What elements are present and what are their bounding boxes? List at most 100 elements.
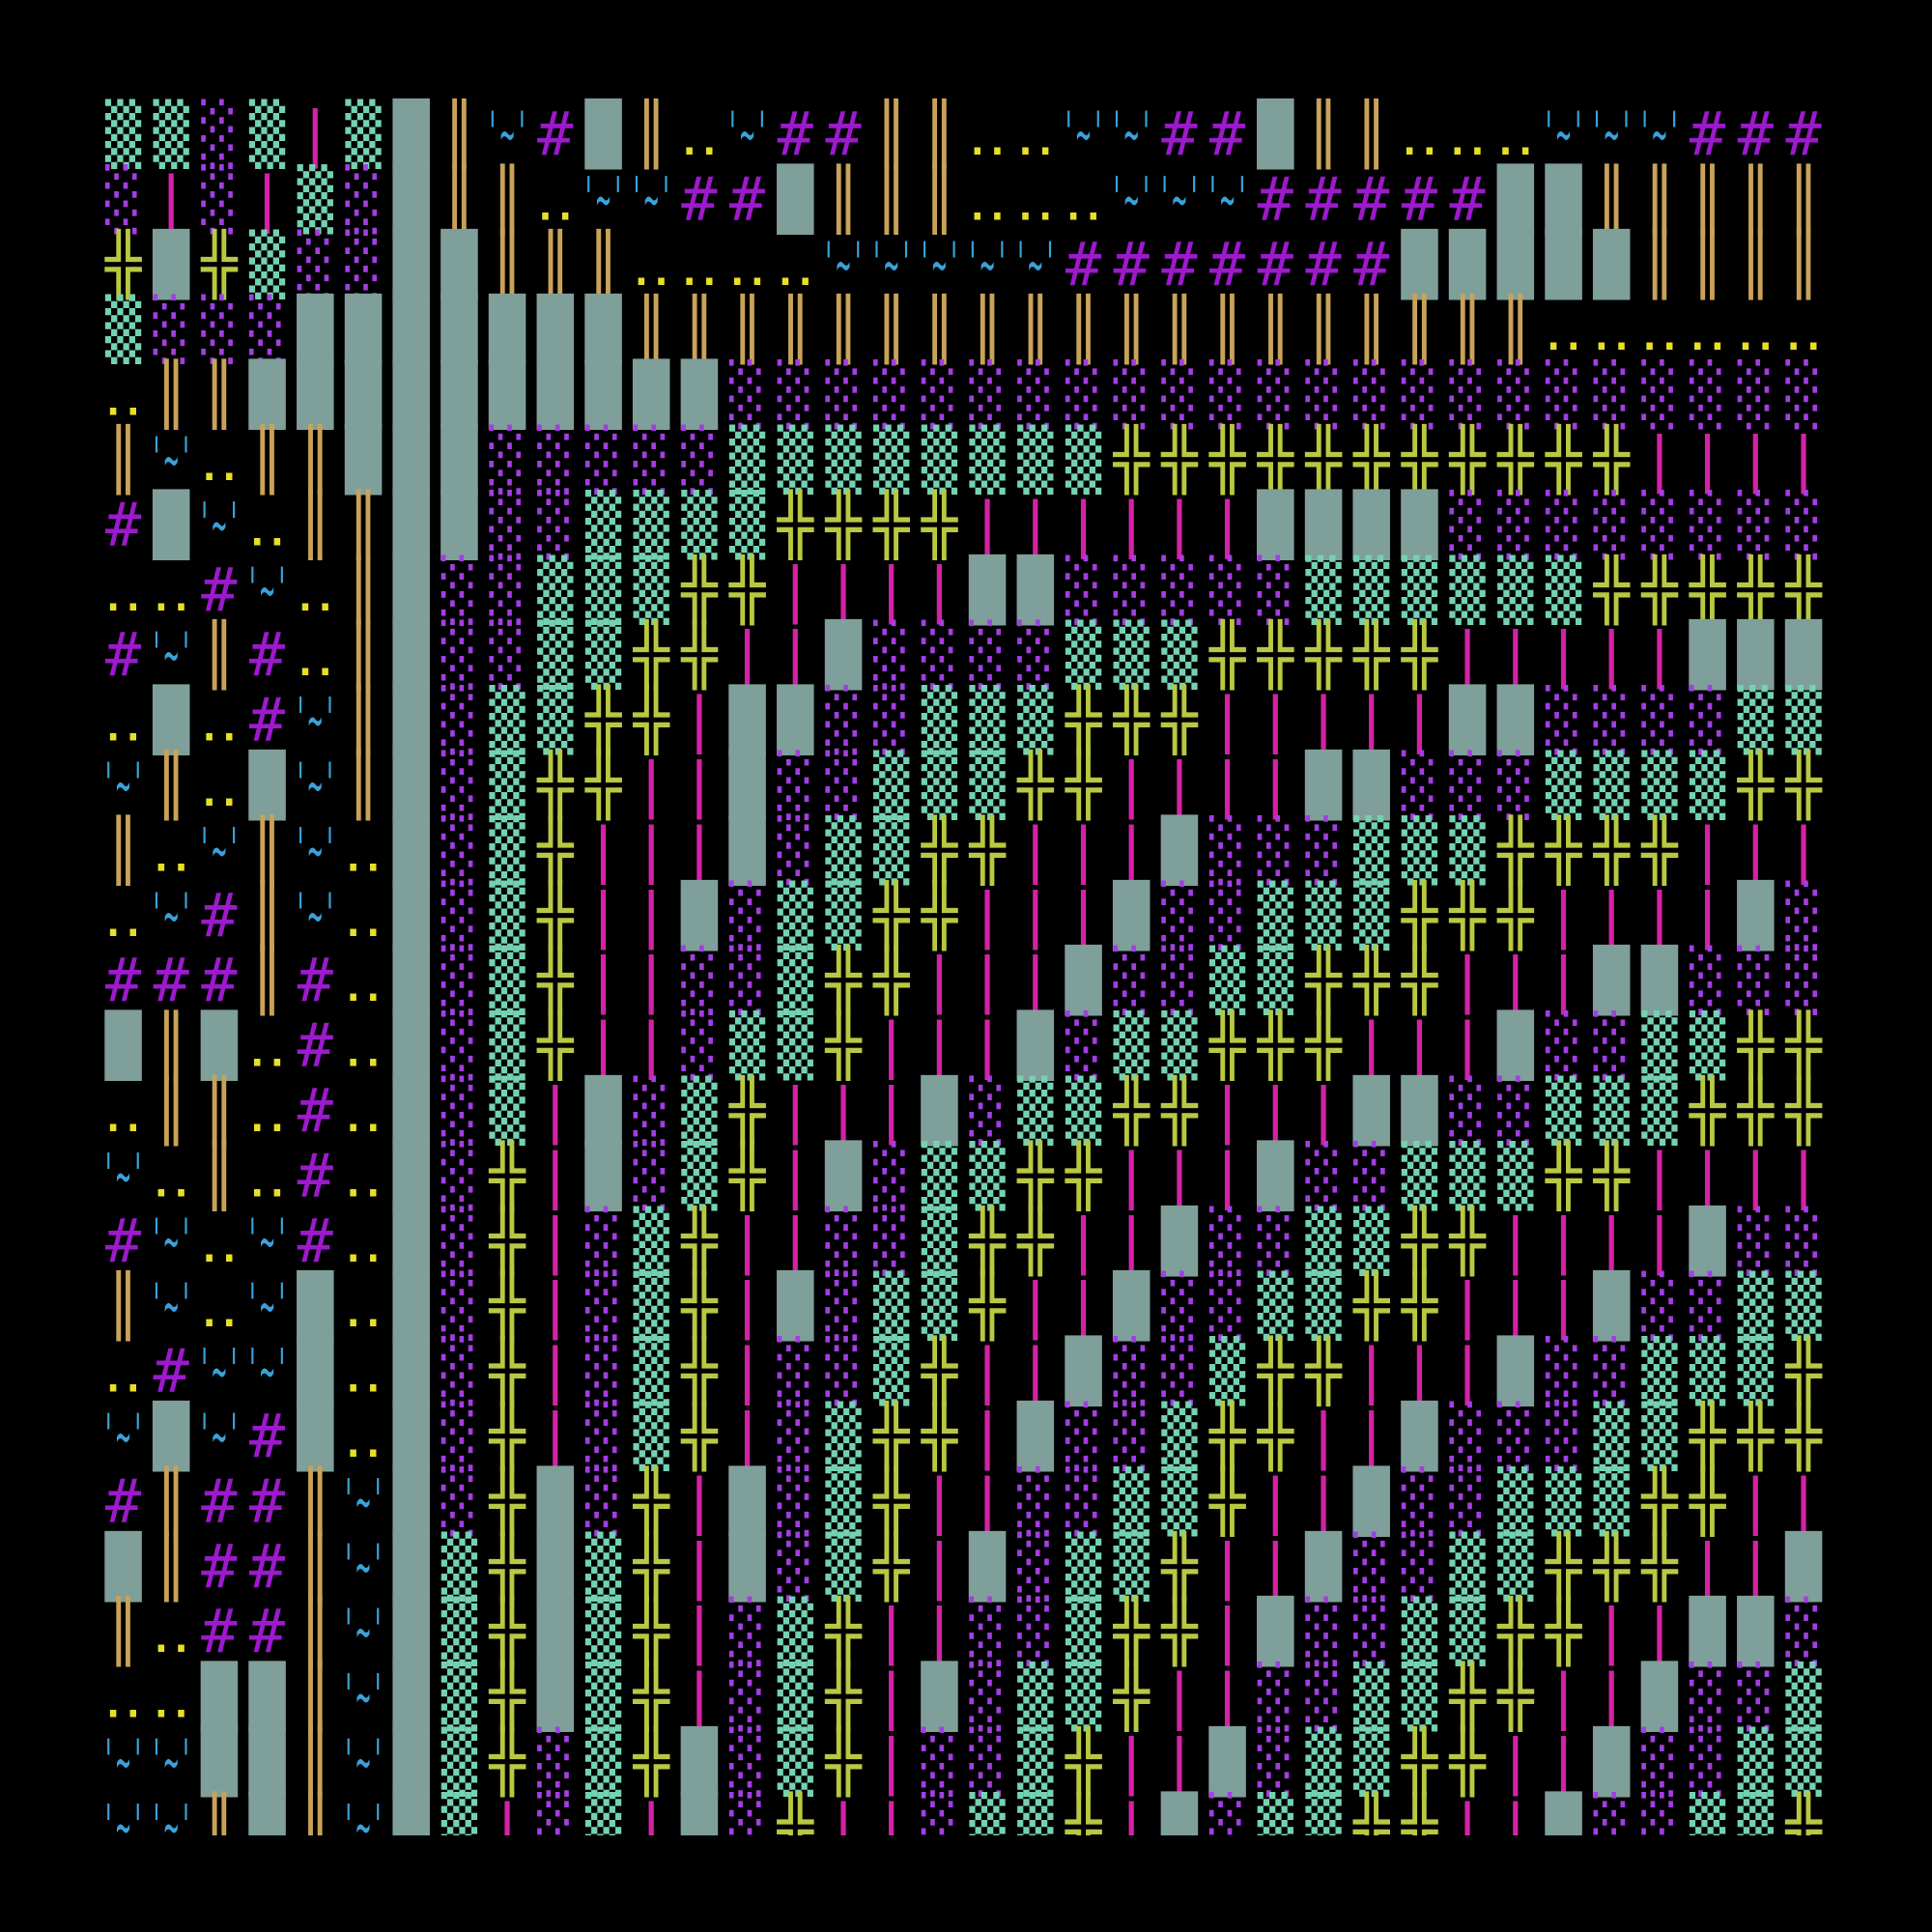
glyph-cell: ║ <box>634 293 669 365</box>
glyph-cell: ░ <box>1594 359 1630 430</box>
glyph-cell: | <box>298 99 333 170</box>
glyph-cell: █ <box>392 618 430 691</box>
glyph-cell: ▒ <box>1546 750 1582 820</box>
glyph-cell: █ <box>1016 1400 1054 1472</box>
glyph-cell: █ <box>680 1725 718 1798</box>
glyph-cell: ║ <box>1449 293 1485 365</box>
glyph-cell: █ <box>1689 1595 1726 1667</box>
glyph-cell: ▒ <box>585 619 622 690</box>
glyph-cell: █ <box>1257 98 1294 170</box>
glyph-cell: █ <box>1496 684 1534 756</box>
glyph-cell: ▒ <box>537 554 574 625</box>
glyph-cell: '~' <box>821 229 866 299</box>
glyph-cell: ░ <box>1690 1662 1725 1732</box>
glyph-cell: ║ <box>969 293 1005 365</box>
glyph-cell: ░ <box>441 945 477 1015</box>
glyph-cell: ▒ <box>1017 1662 1054 1732</box>
glyph-cell: ░ <box>1017 1531 1053 1602</box>
glyph-cell: ▒ <box>1449 1140 1486 1210</box>
glyph-cell: | <box>1546 619 1581 691</box>
glyph-cell: ▒ <box>1065 619 1102 690</box>
glyph-cell: | <box>1785 424 1821 496</box>
glyph-cell: ╬ <box>1401 1269 1438 1342</box>
glyph-cell: ‥ <box>199 685 239 755</box>
glyph-cell: # <box>298 1010 334 1081</box>
glyph-cell: ‥ <box>1736 294 1776 364</box>
glyph-cell: ░ <box>1161 945 1197 1015</box>
glyph-cell: ▒ <box>1161 1465 1198 1536</box>
glyph-cell: █ <box>1016 554 1054 626</box>
glyph-cell: █ <box>200 1725 238 1798</box>
glyph-cell: ░ <box>969 1662 1005 1732</box>
glyph-cell: █ <box>297 1269 334 1342</box>
glyph-cell: ░ <box>1402 359 1437 430</box>
glyph-cell: | <box>1449 1791 1485 1862</box>
glyph-cell: ‥ <box>343 1401 383 1471</box>
glyph-cell: █ <box>392 1790 430 1862</box>
glyph-cell: ░ <box>201 163 237 234</box>
glyph-cell: | <box>634 814 669 886</box>
glyph-cell: ╬ <box>1784 554 1822 626</box>
glyph-cell: █ <box>488 293 526 365</box>
glyph-cell: ║ <box>1353 98 1389 170</box>
glyph-cell: ▒ <box>1402 554 1438 625</box>
glyph-cell: ▒ <box>1402 1662 1438 1732</box>
glyph-cell: ▒ <box>1594 750 1631 820</box>
glyph-cell: ╬ <box>728 1074 766 1147</box>
glyph-cell: ╬ <box>968 1205 1006 1277</box>
glyph-cell: █ <box>392 749 430 821</box>
glyph-cell: ╬ <box>1737 554 1775 626</box>
glyph-cell: ║ <box>201 1139 237 1211</box>
glyph-cell: ░ <box>1641 685 1677 755</box>
glyph-cell: ░ <box>298 229 333 299</box>
glyph-cell: '~' <box>1062 99 1106 169</box>
glyph-cell: # <box>1353 163 1390 234</box>
glyph-cell: ░ <box>1594 1336 1630 1406</box>
glyph-cell: ▒ <box>1738 1270 1775 1341</box>
glyph-cell: | <box>537 1075 573 1147</box>
glyph-cell: █ <box>777 162 814 235</box>
glyph-cell: ░ <box>1305 814 1341 885</box>
glyph-cell: ║ <box>922 98 957 170</box>
glyph-cell: ‥ <box>296 619 335 690</box>
glyph-cell: | <box>681 1465 717 1537</box>
glyph-cell: █ <box>1257 1595 1294 1667</box>
glyph-cell: ╬ <box>1160 423 1198 496</box>
glyph-cell: ╬ <box>488 1464 526 1537</box>
glyph-cell: ║ <box>585 228 621 300</box>
glyph-cell: | <box>969 880 1005 952</box>
glyph-cell: ░ <box>1594 1791 1630 1861</box>
glyph-cell: ╬ <box>872 944 910 1016</box>
glyph-cell: | <box>873 1791 909 1862</box>
glyph-cell: ╬ <box>1160 684 1198 756</box>
glyph-cell: ░ <box>825 1270 861 1341</box>
glyph-cell: '~' <box>101 1726 146 1797</box>
glyph-cell: | <box>1065 1270 1101 1342</box>
glyph-cell: ╬ <box>1448 1661 1486 1733</box>
glyph-cell: | <box>1738 814 1774 886</box>
glyph-cell: ╬ <box>824 488 862 560</box>
glyph-cell: | <box>537 1206 573 1277</box>
glyph-cell: ╬ <box>872 1464 910 1537</box>
glyph-cell: █ <box>1496 1009 1534 1082</box>
glyph-cell: | <box>1161 1662 1197 1733</box>
glyph-cell: ╬ <box>633 684 670 756</box>
glyph-cell: ▒ <box>1353 880 1390 951</box>
glyph-cell: # <box>1402 163 1438 234</box>
glyph-cell: ╬ <box>872 1530 910 1603</box>
glyph-cell: # <box>681 163 718 234</box>
glyph-cell: █ <box>1593 1725 1631 1798</box>
glyph-cell: ‥ <box>1400 99 1439 169</box>
glyph-cell: ▒ <box>634 1206 670 1276</box>
glyph-cell: ░ <box>441 685 477 755</box>
glyph-cell: ░ <box>585 1270 621 1341</box>
glyph-cell: ╬ <box>824 1595 862 1667</box>
glyph-cell: ░ <box>778 1465 813 1536</box>
glyph-cell: # <box>105 945 142 1015</box>
glyph-cell: █ <box>680 879 718 952</box>
glyph-cell: ‥ <box>679 99 719 169</box>
glyph-cell: ‥ <box>1015 163 1055 234</box>
glyph-cell: ░ <box>1065 554 1101 625</box>
glyph-cell: ▒ <box>1546 554 1582 625</box>
